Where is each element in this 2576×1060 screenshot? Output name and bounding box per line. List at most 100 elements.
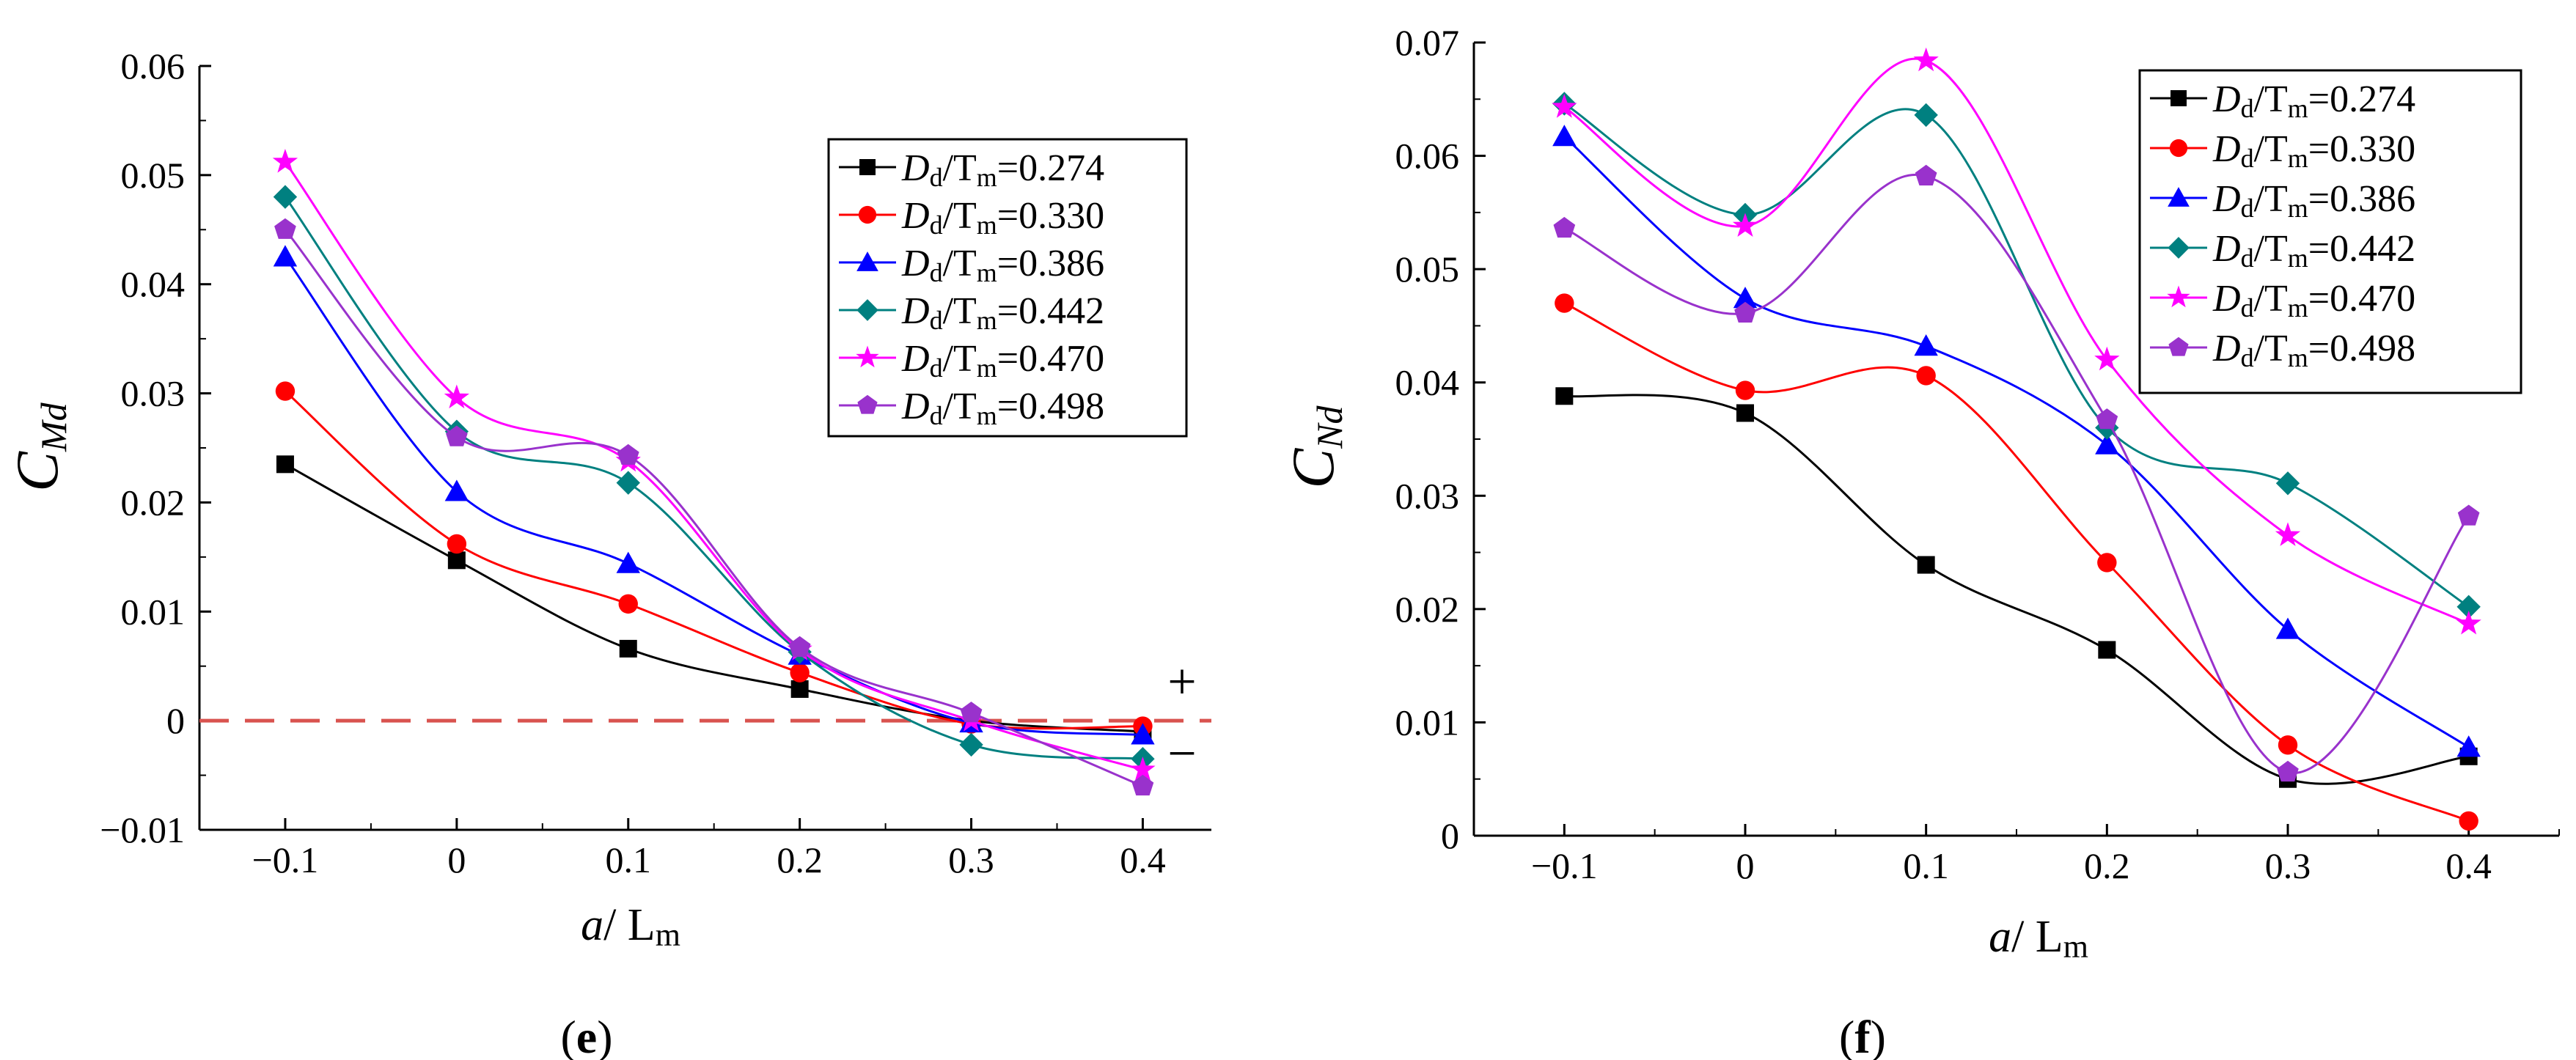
panel-label-open: (	[560, 1011, 576, 1060]
legend-t-sub: m	[2288, 194, 2308, 223]
y-tick-label: 0.06	[1395, 136, 1460, 177]
panel-label-letter: f	[1854, 1011, 1871, 1060]
y-tick-label: −0.01	[100, 809, 185, 850]
legend-marker	[856, 299, 878, 321]
data-point-circle	[275, 381, 296, 401]
series-4	[1552, 47, 2481, 635]
panel-label: (e)	[560, 1011, 612, 1060]
series-2	[1552, 125, 2481, 757]
series-3	[273, 185, 1155, 771]
chart-panel-e: −0.1 0 0.1 0.2 0.3 0.4 −0.01 0 0.01 0.02 0.03 0.04 0…	[4, 45, 1211, 1060]
series-line	[284, 390, 1143, 730]
legend-box	[2138, 69, 2522, 394]
series-1	[1555, 293, 2478, 831]
legend: Dd/Tm=0.274Dd/Tm=0.330Dd/Tm=0.386Dd/Tm=0…	[2138, 69, 2522, 394]
legend-label: Dd/Tm=0.498	[2212, 328, 2415, 372]
y-tick-label: 0.05	[1395, 249, 1460, 290]
data-point-star	[444, 384, 469, 409]
series-5	[1553, 164, 2480, 782]
legend-d: D	[2212, 178, 2241, 220]
legend-t-sub: m	[977, 306, 997, 335]
data-point-square	[276, 455, 294, 474]
legend-d-sub: d	[2241, 343, 2254, 372]
legend-value: =0.442	[997, 290, 1104, 332]
legend-d-sub: d	[930, 401, 943, 430]
x-tick-label: 0	[447, 839, 466, 880]
panel-label-letter: e	[576, 1011, 597, 1060]
legend-d: D	[901, 243, 930, 284]
data-point-pentagon	[2096, 408, 2118, 430]
legend-t: /T	[943, 290, 977, 332]
data-point-triangle	[1131, 723, 1155, 745]
legend-t: /T	[2254, 328, 2288, 369]
data-point-triangle	[1733, 287, 1758, 309]
y-title-sub: Nd	[1309, 405, 1350, 449]
legend-marker	[2170, 90, 2187, 106]
legend-d-sub: d	[2241, 144, 2254, 173]
legend-label: Dd/Tm=0.386	[2212, 178, 2415, 223]
legend-t: /T	[2254, 228, 2288, 270]
x-title-sub: m	[2063, 929, 2088, 965]
legend-value: =0.498	[997, 386, 1104, 427]
legend-t-sub: m	[2288, 343, 2308, 372]
legend: Dd/Tm=0.274Dd/Tm=0.330Dd/Tm=0.386Dd/Tm=0…	[827, 138, 1188, 438]
y-tick-label: 0.05	[121, 155, 186, 196]
legend-marker	[2167, 285, 2190, 308]
y-axis-title: CMd	[4, 402, 74, 491]
x-title-text: / L	[603, 900, 656, 950]
legend-t: /T	[943, 338, 977, 380]
legend-marker	[2168, 237, 2190, 259]
y-tick-label: 0.03	[1395, 475, 1460, 516]
legend-value: =0.386	[997, 243, 1104, 284]
legend-d: D	[901, 147, 930, 189]
legend-value: =0.442	[2308, 228, 2415, 270]
legend-item: Dd/Tm=0.498	[2150, 328, 2415, 372]
data-point-pentagon	[1553, 216, 1576, 238]
legend-marker	[858, 205, 877, 224]
data-point-circle	[1555, 293, 1574, 313]
legend-item: Dd/Tm=0.386	[839, 243, 1104, 287]
data-point-star	[1732, 213, 1758, 237]
legend-d-sub: d	[930, 306, 943, 335]
y-title-sub: Md	[33, 402, 74, 452]
legend-d-sub: d	[930, 210, 943, 240]
y-tick-label: 0.04	[121, 264, 186, 305]
legend-marker	[2169, 139, 2188, 158]
data-point-star	[2094, 346, 2120, 371]
data-point-triangle	[2095, 433, 2119, 454]
legend-label: Dd/Tm=0.330	[2212, 128, 2415, 173]
x-tick-label: 0.1	[605, 839, 651, 880]
x-tick-label: 0.4	[1120, 839, 1166, 880]
legend-item: Dd/Tm=0.442	[839, 290, 1104, 335]
legend-t-sub: m	[977, 401, 997, 430]
legend-label: Dd/Tm=0.274	[901, 147, 1104, 192]
x-tick-label: 0.2	[2084, 845, 2130, 886]
data-point-diamond	[959, 732, 983, 757]
y-axis-title: CNd	[1280, 405, 1350, 488]
data-point-star	[1130, 757, 1156, 781]
x-tick-label: 0.4	[2445, 845, 2492, 886]
legend-label: Dd/Tm=0.330	[901, 195, 1104, 240]
legend-item: Dd/Tm=0.470	[2150, 278, 2415, 323]
legend-d-sub: d	[2241, 243, 2254, 273]
data-point-circle	[1735, 380, 1755, 400]
data-point-triangle	[2456, 735, 2481, 757]
legend-label: Dd/Tm=0.386	[901, 243, 1104, 287]
data-point-pentagon	[2457, 504, 2480, 526]
data-point-triangle	[273, 245, 298, 267]
data-point-star	[2456, 611, 2481, 635]
legend-t-sub: m	[2288, 293, 2308, 323]
data-point-square	[1736, 404, 1754, 422]
data-point-star	[272, 149, 298, 173]
legend-marker	[2168, 187, 2190, 207]
data-point-pentagon	[617, 443, 639, 465]
series-line	[1563, 302, 2470, 822]
data-point-circle	[447, 534, 467, 554]
legend-t: /T	[943, 386, 977, 427]
legend-marker	[857, 394, 878, 414]
series-line	[1564, 394, 2469, 785]
data-point-triangle	[1914, 334, 1938, 356]
legend-d: D	[2212, 228, 2241, 270]
legend-d-sub: d	[930, 163, 943, 192]
data-point-triangle	[444, 479, 469, 501]
